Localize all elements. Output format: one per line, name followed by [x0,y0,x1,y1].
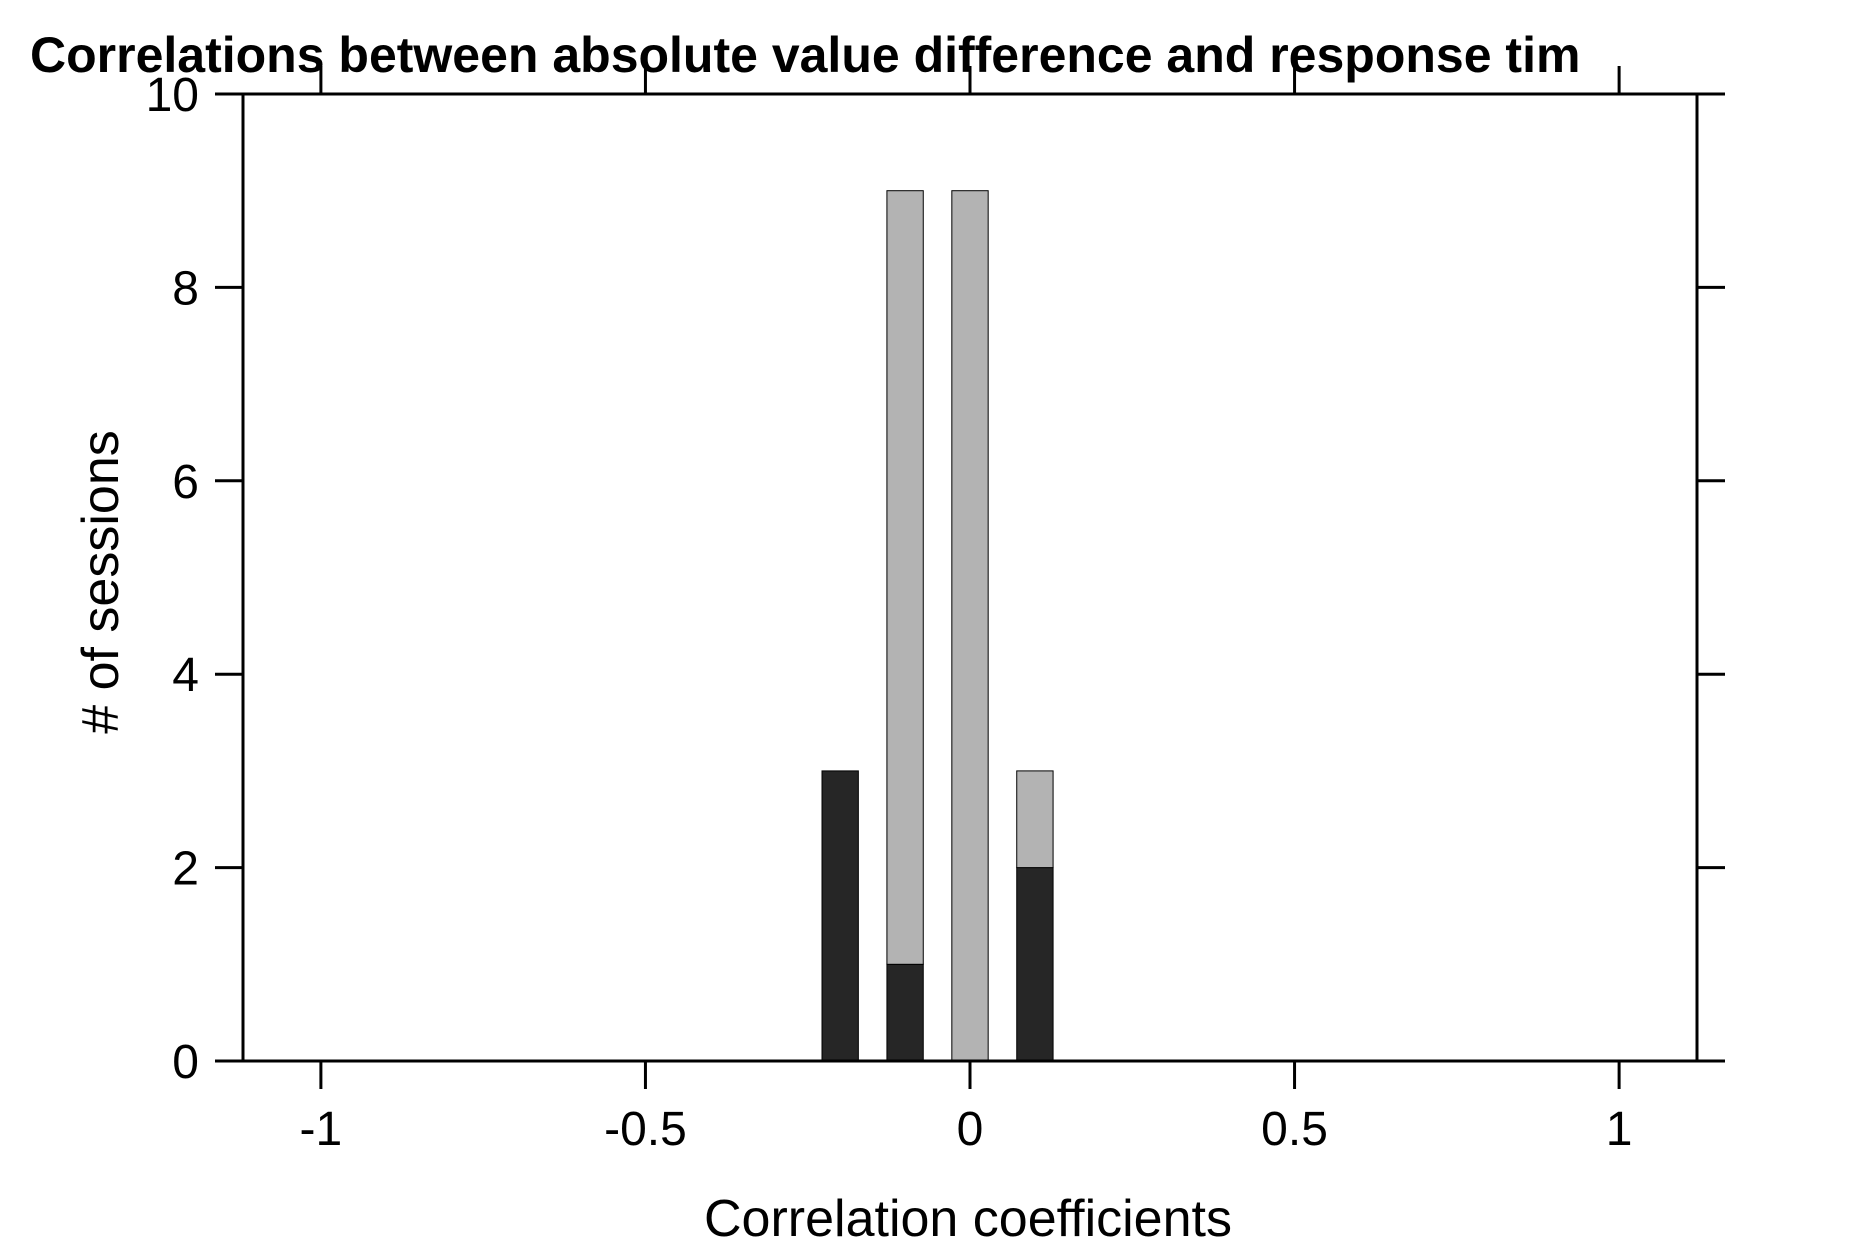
y-tick-label: 8 [172,262,199,315]
bars-group [821,190,1054,1062]
bar-light-3 [1016,770,1054,869]
chart-title: Correlations between absolute value diff… [30,27,1580,83]
x-axis-label: Correlation coefficients [704,1190,1232,1248]
y-tick-label: 4 [172,649,199,702]
bar-light-1 [886,190,924,965]
bar-light-2 [951,190,989,1062]
y-axis-label: # of sessions [72,430,130,734]
y-tick-label: 2 [172,843,199,896]
x-tick-label: -1 [300,1103,343,1156]
x-tick-label: 0.5 [1261,1103,1328,1156]
bar-dark-0 [821,770,859,1062]
x-tick-label: 0 [957,1103,984,1156]
plot-area: -1 -0.5 0 0.5 1 0 2 4 6 8 10 [146,66,1725,1156]
bar-dark-3 [1016,867,1054,1062]
bar-dark-1 [886,963,924,1062]
x-tick-label: 1 [1606,1103,1633,1156]
x-ticks-group: -1 -0.5 0 0.5 1 [300,66,1633,1156]
y-tick-label: 10 [146,69,199,122]
y-ticks-group: 0 2 4 6 8 10 [146,69,1725,1089]
y-tick-label: 6 [172,456,199,509]
x-tick-label: -0.5 [604,1103,687,1156]
y-tick-label: 0 [172,1036,199,1089]
